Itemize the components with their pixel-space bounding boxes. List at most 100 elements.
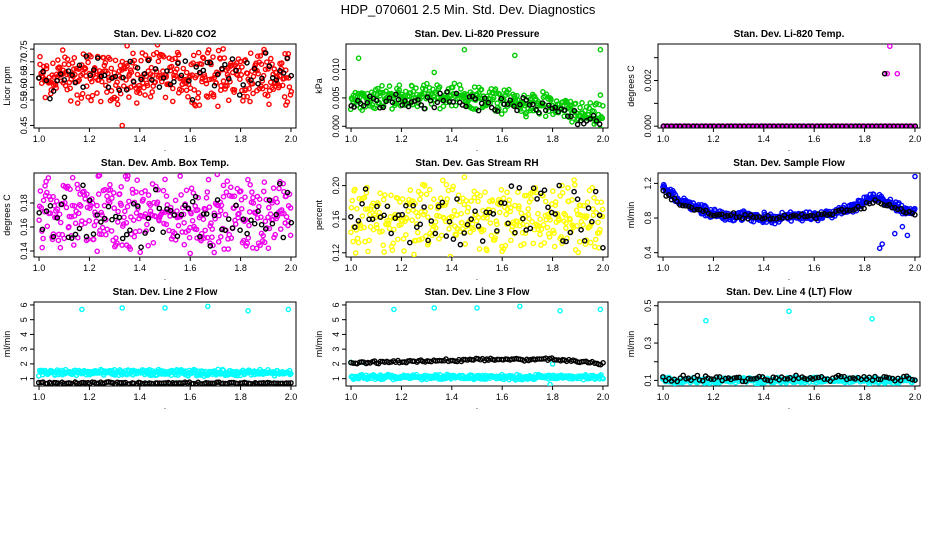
data-point bbox=[514, 218, 520, 225]
data-point bbox=[424, 94, 431, 100]
x-tick-label: 1.0 bbox=[33, 134, 46, 144]
data-point bbox=[449, 214, 455, 220]
data-point bbox=[556, 215, 562, 222]
x-tick-label: 1.8 bbox=[546, 392, 559, 402]
data-point bbox=[504, 101, 511, 107]
data-point bbox=[516, 203, 522, 209]
x-axis-label: . bbox=[164, 144, 166, 153]
data-point bbox=[348, 103, 355, 109]
data-point bbox=[523, 192, 530, 199]
data-point bbox=[203, 379, 209, 386]
data-point bbox=[269, 220, 276, 227]
data-point bbox=[364, 206, 371, 212]
data-point bbox=[401, 248, 407, 254]
data-point bbox=[563, 220, 569, 226]
data-point bbox=[145, 242, 151, 249]
data-point bbox=[104, 226, 110, 233]
data-point bbox=[440, 97, 447, 104]
data-point bbox=[260, 188, 267, 195]
data-point bbox=[534, 196, 540, 202]
data-point bbox=[125, 173, 131, 179]
data-point bbox=[767, 378, 774, 384]
data-point bbox=[220, 46, 226, 52]
data-point bbox=[731, 375, 737, 381]
data-point bbox=[82, 65, 89, 72]
data-point bbox=[563, 238, 569, 245]
data-point bbox=[515, 205, 522, 212]
data-point bbox=[575, 249, 582, 256]
data-point bbox=[453, 232, 459, 238]
data-point bbox=[281, 94, 288, 100]
data-point bbox=[462, 241, 469, 247]
data-point bbox=[190, 52, 197, 59]
x-tick-label: 1.8 bbox=[234, 134, 247, 144]
data-point bbox=[518, 210, 525, 216]
data-point bbox=[696, 377, 703, 383]
x-tick-label: 1.6 bbox=[808, 263, 821, 273]
y-tick-label: 0.16 bbox=[19, 218, 29, 236]
points-layer bbox=[660, 308, 918, 386]
data-point bbox=[74, 181, 80, 188]
data-point bbox=[382, 192, 388, 198]
data-point bbox=[116, 87, 123, 94]
x-tick-label: 1.6 bbox=[496, 392, 509, 402]
data-point bbox=[439, 199, 446, 206]
data-point bbox=[53, 198, 60, 204]
data-point bbox=[847, 207, 853, 214]
data-point bbox=[276, 180, 283, 187]
data-point bbox=[560, 238, 566, 244]
data-point bbox=[96, 173, 103, 179]
data-point bbox=[94, 202, 100, 209]
data-point bbox=[288, 380, 294, 386]
data-point bbox=[150, 239, 157, 246]
data-point bbox=[587, 239, 594, 246]
data-point bbox=[37, 53, 43, 60]
data-point bbox=[171, 79, 177, 85]
data-point bbox=[133, 210, 140, 216]
data-point bbox=[138, 76, 144, 83]
data-point bbox=[247, 98, 253, 105]
data-point bbox=[409, 217, 416, 223]
data-point bbox=[54, 77, 60, 84]
y-tick-label: 0.16 bbox=[331, 210, 341, 228]
data-point bbox=[261, 179, 268, 185]
data-point bbox=[577, 202, 584, 209]
data-point bbox=[496, 209, 503, 216]
series-all bbox=[36, 303, 294, 380]
data-point bbox=[858, 205, 864, 212]
x-tick-label: 1.4 bbox=[134, 263, 147, 273]
data-point bbox=[288, 88, 295, 95]
data-point bbox=[155, 186, 161, 193]
data-point bbox=[526, 215, 533, 222]
data-point bbox=[207, 243, 214, 249]
data-point bbox=[790, 376, 797, 383]
panel-title: Stan. Dev. Line 2 Flow bbox=[113, 287, 218, 298]
data-point bbox=[104, 193, 110, 199]
data-point bbox=[386, 83, 393, 89]
data-point bbox=[713, 212, 720, 218]
data-point bbox=[189, 198, 196, 205]
x-axis-label: . bbox=[476, 402, 478, 411]
data-point bbox=[116, 191, 123, 197]
data-point bbox=[59, 47, 66, 53]
data-point bbox=[494, 221, 500, 227]
data-point bbox=[538, 190, 544, 197]
data-point bbox=[169, 85, 176, 92]
data-point bbox=[156, 205, 163, 212]
data-point bbox=[474, 305, 480, 311]
data-point bbox=[218, 202, 225, 209]
data-point bbox=[540, 221, 547, 228]
data-point bbox=[99, 224, 106, 231]
series-all bbox=[348, 303, 607, 386]
data-point bbox=[107, 56, 113, 63]
data-point bbox=[508, 237, 514, 244]
data-point bbox=[762, 376, 768, 383]
data-point bbox=[756, 373, 763, 380]
data-point bbox=[362, 186, 369, 192]
data-point bbox=[214, 173, 221, 178]
data-point bbox=[115, 219, 121, 225]
plot-frame bbox=[657, 43, 921, 129]
data-point bbox=[470, 106, 477, 112]
data-point bbox=[399, 196, 406, 202]
data-point bbox=[188, 185, 195, 192]
